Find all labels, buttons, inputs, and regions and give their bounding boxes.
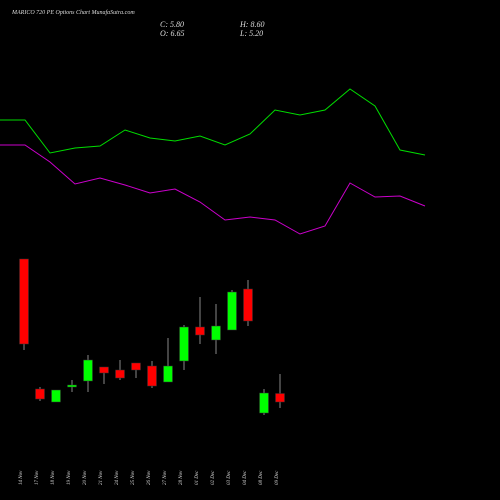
x-tick-label: 21 Nov [99,470,104,485]
info-open: O: 6.65 [160,29,184,38]
candle-body [115,369,125,379]
candle-body [211,325,221,341]
candle-body [51,389,61,403]
chart-title: MARICO 720 PE Options Chart MunafaSutra.… [11,9,135,16]
x-tick-label: 28 Nov [179,470,184,485]
info-close: C: 5.80 [160,20,184,29]
candle-body [275,393,285,403]
candle-body [179,326,189,362]
x-tick-label: 02 Dec [211,470,216,485]
x-tick-label: 04 Dec [243,470,248,485]
candle-body [259,392,269,414]
x-tick-label: 18 Nov [51,470,56,485]
candle-body [83,359,93,382]
x-tick-label: 01 Dec [195,470,200,485]
x-tick-label: 27 Nov [163,470,168,485]
x-tick-label: 14 Nov [19,470,24,485]
candle-body [243,288,253,322]
candle-body [35,388,45,400]
x-tick-label: 24 Nov [115,470,120,485]
candle-body [99,366,109,374]
indicator-line [0,144,426,235]
x-tick-label: 08 Dec [259,470,264,485]
candle-body [131,362,141,371]
indicator-line [0,88,426,156]
x-tick-label: 09 Dec [275,470,280,485]
candle-body [227,291,237,331]
candle-body [195,326,205,336]
x-tick-label: 19 Nov [67,470,72,485]
candle-body [67,384,77,388]
x-tick-label: 25 Nov [131,470,136,485]
x-tick-label: 03 Dec [227,470,232,485]
candle-body [147,365,157,387]
info-low: L: 5.20 [239,29,263,38]
candle-body [19,258,29,345]
x-tick-label: 20 Nov [83,470,88,485]
x-tick-label: 26 Nov [147,470,152,485]
info-high: H: 8.60 [239,20,264,29]
candle-body [163,365,173,383]
x-tick-label: 17 Nov [35,470,40,485]
